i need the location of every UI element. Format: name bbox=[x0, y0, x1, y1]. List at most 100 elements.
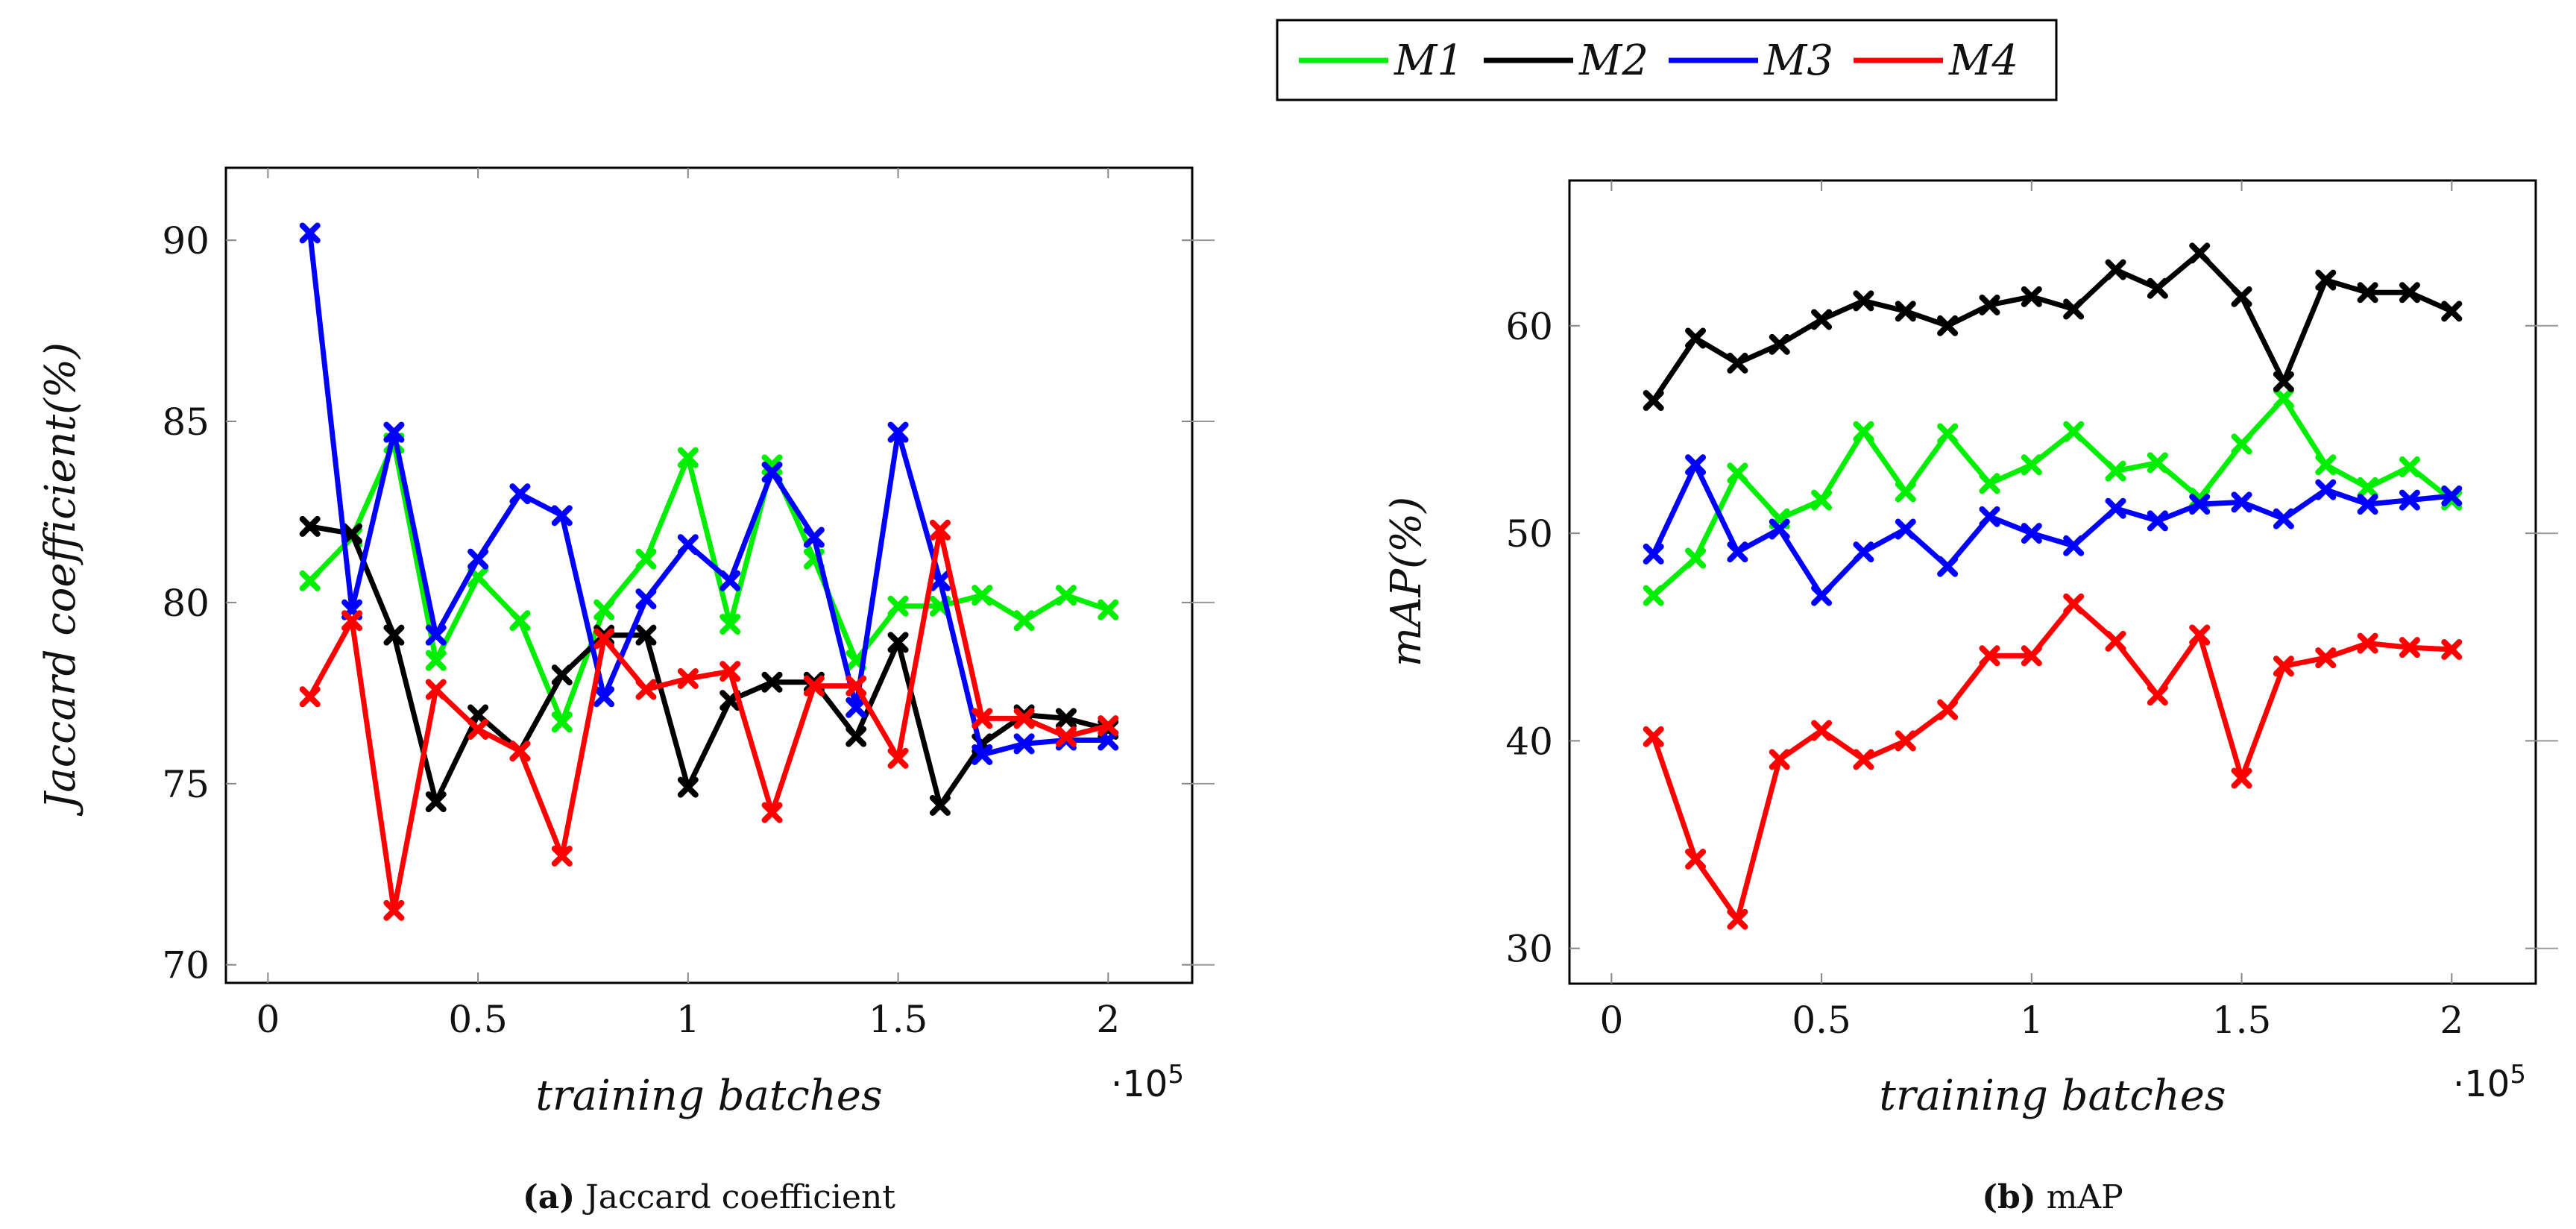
data-point-m1 bbox=[2147, 452, 2168, 474]
data-point-m2 bbox=[341, 523, 363, 544]
data-point-m1 bbox=[2021, 454, 2042, 476]
data-point-m2 bbox=[635, 624, 657, 646]
data-point-m2 bbox=[929, 794, 951, 816]
data-point-m1 bbox=[1643, 585, 1664, 606]
data-point-m3 bbox=[2021, 523, 2042, 544]
x-tick-label: 2 bbox=[2440, 999, 2463, 1042]
data-point-m3 bbox=[425, 624, 447, 646]
data-point-m2 bbox=[2231, 286, 2252, 307]
data-point-m2 bbox=[1055, 708, 1077, 729]
x-tick-label: 0.5 bbox=[1792, 999, 1851, 1042]
data-point-m4 bbox=[803, 675, 825, 697]
data-point-m1 bbox=[1055, 585, 1077, 606]
data-point-m2 bbox=[2105, 259, 2126, 280]
x-tick-label: 1.5 bbox=[869, 998, 928, 1041]
data-point-m4 bbox=[677, 667, 699, 689]
plot-frame bbox=[1568, 179, 2537, 985]
data-point-m2 bbox=[1979, 294, 2000, 315]
y-axis-label: Jaccard coefficient(%) bbox=[37, 342, 85, 817]
y-axis-label: mAP(%) bbox=[1382, 497, 1431, 667]
data-point-m3 bbox=[887, 421, 909, 443]
data-point-m2 bbox=[383, 624, 405, 646]
data-point-m4 bbox=[383, 899, 405, 921]
data-point-m1 bbox=[425, 650, 447, 671]
data-point-m2 bbox=[2441, 301, 2463, 322]
data-point-m3 bbox=[1013, 733, 1035, 755]
data-point-m4 bbox=[1055, 726, 1077, 747]
data-point-m2 bbox=[1769, 333, 1790, 355]
data-point-m3 bbox=[971, 744, 993, 765]
data-point-m1 bbox=[2231, 433, 2252, 455]
data-point-m2 bbox=[1685, 327, 1707, 349]
data-point-m1 bbox=[635, 548, 657, 570]
data-point-m3 bbox=[2441, 485, 2463, 507]
data-point-m4 bbox=[1853, 749, 1874, 770]
data-point-m2 bbox=[2021, 286, 2042, 307]
x-tick-label: 1 bbox=[676, 998, 700, 1041]
y-tick-label: 80 bbox=[162, 582, 210, 625]
data-point-m3 bbox=[1769, 518, 1790, 540]
data-point-m3 bbox=[635, 588, 657, 610]
data-point-m4 bbox=[2063, 593, 2085, 614]
legend-label-m1: M1 bbox=[1394, 37, 1464, 85]
data-point-m3 bbox=[383, 421, 405, 443]
data-point-m3 bbox=[2147, 510, 2168, 532]
data-point-m1 bbox=[1727, 462, 1748, 484]
legend-label-m2: M2 bbox=[1578, 37, 1648, 85]
data-point-m1 bbox=[971, 585, 993, 606]
data-point-m4 bbox=[929, 519, 951, 541]
data-point-m4 bbox=[1685, 849, 1707, 870]
y-tick-label: 50 bbox=[1505, 512, 1553, 556]
data-point-m4 bbox=[1727, 908, 1748, 930]
y-tick-label: 60 bbox=[1505, 305, 1553, 348]
data-point-m2 bbox=[2315, 269, 2337, 291]
legend-entry-m3: M3 bbox=[1669, 37, 1833, 85]
data-point-m2 bbox=[2147, 277, 2168, 299]
data-point-m1 bbox=[1853, 421, 1874, 442]
data-point-m4 bbox=[971, 708, 993, 729]
data-point-m1 bbox=[2315, 454, 2337, 476]
y-tick-label: 30 bbox=[1505, 928, 1553, 971]
data-point-m4 bbox=[2399, 637, 2420, 658]
data-point-m4 bbox=[845, 675, 867, 697]
data-point-m4 bbox=[2273, 656, 2294, 677]
data-point-m2 bbox=[1643, 389, 1664, 411]
data-point-m1 bbox=[1811, 489, 1833, 511]
data-point-m3 bbox=[1895, 518, 1916, 540]
legend-entry-m2: M2 bbox=[1484, 37, 1648, 85]
data-point-m1 bbox=[593, 599, 615, 620]
data-point-m3 bbox=[2063, 535, 2085, 556]
y-tick-label: 75 bbox=[162, 763, 210, 806]
data-point-m3 bbox=[1685, 454, 1707, 476]
y-tick-label: 90 bbox=[162, 219, 210, 263]
data-point-m4 bbox=[2021, 645, 2042, 667]
data-point-m3 bbox=[2105, 497, 2126, 519]
x-axis-label: training batches bbox=[535, 1072, 882, 1120]
data-point-m3 bbox=[845, 697, 867, 718]
data-point-m4 bbox=[2357, 632, 2378, 654]
data-point-m2 bbox=[761, 671, 783, 693]
data-point-m1 bbox=[1937, 423, 1959, 444]
y-tick-label: 85 bbox=[162, 400, 210, 444]
data-point-m3 bbox=[1098, 729, 1119, 751]
data-point-m2 bbox=[1853, 290, 1874, 312]
data-point-m3 bbox=[2273, 508, 2294, 529]
data-point-m4 bbox=[551, 845, 573, 867]
data-point-m4 bbox=[1643, 726, 1664, 747]
data-point-m3 bbox=[761, 462, 783, 483]
data-point-m1 bbox=[2399, 456, 2420, 478]
data-point-m3 bbox=[2357, 494, 2378, 515]
data-point-m1 bbox=[2357, 477, 2378, 498]
data-point-m4 bbox=[1895, 730, 1916, 752]
data-point-m1 bbox=[1895, 481, 1916, 503]
data-point-m1 bbox=[551, 711, 573, 733]
data-point-m3 bbox=[2399, 489, 2420, 511]
data-point-m1 bbox=[1013, 610, 1035, 632]
chart-jaccard: 0 0.5 1 1.5 2 70 75 80 85 90 training batches Jac… bbox=[37, 166, 1215, 1216]
data-point-m1 bbox=[2273, 388, 2294, 409]
data-point-m3 bbox=[1727, 541, 1748, 563]
data-point-m3 bbox=[2231, 491, 2252, 513]
data-point-m3 bbox=[299, 222, 321, 244]
data-point-m1 bbox=[2105, 460, 2126, 482]
